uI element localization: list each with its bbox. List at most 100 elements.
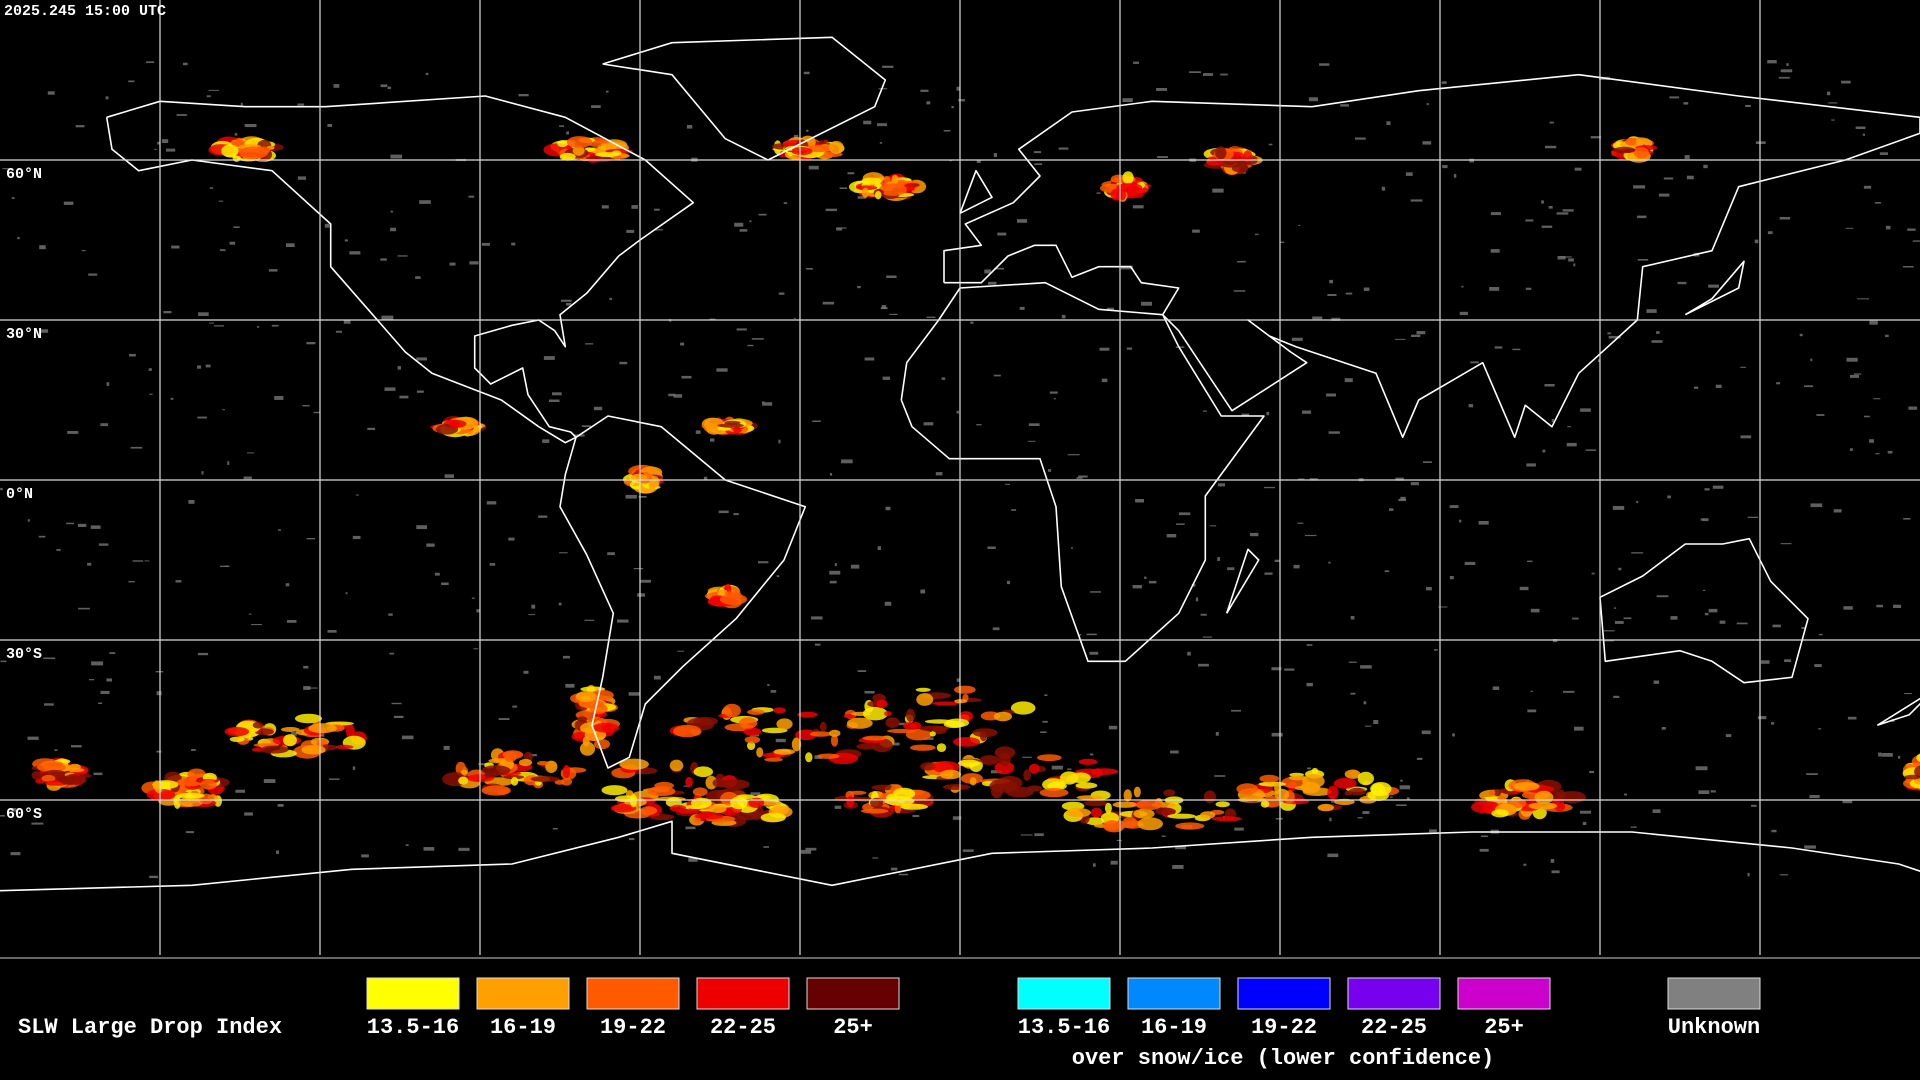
cloud-speck bbox=[291, 732, 297, 736]
cloud-speck bbox=[1421, 730, 1431, 735]
cloud-speck bbox=[469, 261, 479, 265]
cloud-speck bbox=[559, 125, 564, 127]
cloud-speck bbox=[1878, 752, 1882, 757]
cloud-patch bbox=[730, 796, 748, 810]
cloud-speck bbox=[132, 560, 144, 562]
cloud-speck bbox=[1331, 317, 1341, 321]
cloud-patch bbox=[747, 741, 756, 750]
cloud-patch bbox=[308, 723, 337, 734]
cloud-speck bbox=[1589, 770, 1595, 774]
cloud-speck bbox=[886, 275, 897, 278]
cloud-patch bbox=[1075, 782, 1098, 789]
cloud-speck bbox=[1362, 811, 1370, 814]
cloud-speck bbox=[285, 583, 290, 587]
cloud-speck bbox=[758, 561, 769, 564]
cloud-speck bbox=[1847, 716, 1857, 720]
cloud-patch bbox=[776, 718, 793, 730]
cloud-speck bbox=[1843, 606, 1853, 610]
cloud-speck bbox=[1126, 347, 1133, 350]
cloud-speck bbox=[653, 675, 661, 680]
cloud-patch bbox=[460, 769, 468, 775]
cloud-speck bbox=[935, 472, 943, 476]
cloud-speck bbox=[1416, 331, 1426, 335]
cloud-speck bbox=[1903, 518, 1911, 520]
cloud-speck bbox=[1904, 693, 1912, 695]
cloud-speck bbox=[976, 424, 982, 426]
cloud-speck bbox=[1636, 501, 1639, 503]
cloud-speck bbox=[1704, 488, 1710, 491]
cloud-speck bbox=[54, 749, 58, 751]
cloud-patch bbox=[1133, 786, 1141, 798]
cloud-speck bbox=[40, 329, 49, 333]
cloud-speck bbox=[240, 102, 243, 107]
cloud-speck bbox=[1327, 853, 1339, 858]
cloud-speck bbox=[1410, 199, 1423, 202]
cloud-patch bbox=[805, 752, 813, 763]
cloud-speck bbox=[1885, 334, 1889, 338]
cloud-speck bbox=[1544, 384, 1555, 387]
cloud-speck bbox=[1751, 804, 1757, 807]
cloud-speck bbox=[1293, 564, 1300, 569]
cloud-speck bbox=[344, 239, 348, 242]
cloud-patch bbox=[694, 812, 724, 820]
cloud-speck bbox=[87, 562, 92, 566]
cloud-speck bbox=[805, 268, 813, 270]
cloud-speck bbox=[248, 613, 252, 615]
cloud-speck bbox=[425, 72, 429, 76]
cloud-speck bbox=[1875, 453, 1880, 455]
cloud-speck bbox=[235, 789, 246, 793]
legend-swatch bbox=[1347, 977, 1441, 1010]
cloud-patch bbox=[1066, 808, 1091, 818]
cloud-speck bbox=[1887, 450, 1893, 454]
cloud-speck bbox=[1778, 76, 1790, 79]
cloud-speck bbox=[912, 814, 920, 818]
cloud-speck bbox=[992, 627, 1000, 631]
cloud-speck bbox=[549, 399, 560, 402]
cloud-patch bbox=[530, 776, 560, 782]
cloud-patch bbox=[619, 758, 649, 770]
cloud-speck bbox=[528, 614, 535, 616]
cloud-patch bbox=[962, 693, 969, 702]
cloud-patch bbox=[536, 761, 549, 766]
cloud-speck bbox=[1670, 616, 1678, 620]
cloud-speck bbox=[1869, 439, 1874, 443]
coastline bbox=[1599, 537, 1809, 684]
cloud-speck bbox=[1530, 690, 1533, 693]
cloud-patch bbox=[773, 707, 786, 714]
cloud-speck bbox=[1198, 663, 1209, 667]
cloud-patch bbox=[592, 722, 620, 733]
cloud-speck bbox=[1885, 225, 1891, 230]
cloud-speck bbox=[1780, 69, 1793, 73]
cloud-speck bbox=[303, 686, 311, 690]
cloud-speck bbox=[297, 176, 306, 180]
cloud-patch bbox=[1122, 816, 1138, 829]
cloud-speck bbox=[244, 812, 253, 816]
cloud-patch bbox=[744, 736, 761, 744]
cloud-patch bbox=[932, 701, 960, 706]
cloud-speck bbox=[1422, 141, 1432, 145]
cloud-speck bbox=[1200, 613, 1207, 616]
cloud-speck bbox=[81, 250, 86, 252]
cloud-speck bbox=[191, 749, 196, 751]
cloud-speck bbox=[367, 427, 376, 430]
cloud-speck bbox=[1053, 398, 1056, 400]
cloud-speck bbox=[197, 416, 207, 419]
cloud-speck bbox=[1771, 722, 1775, 725]
cloud-patch bbox=[862, 735, 887, 741]
cloud-speck bbox=[166, 148, 176, 152]
cloud-patch bbox=[1039, 788, 1069, 798]
cloud-speck bbox=[920, 89, 929, 92]
cloud-speck bbox=[1818, 728, 1821, 730]
cloud-speck bbox=[88, 273, 98, 276]
cloud-speck bbox=[770, 690, 777, 693]
cloud-speck bbox=[1652, 809, 1661, 813]
cloud-speck bbox=[683, 785, 690, 787]
cloud-speck bbox=[805, 847, 817, 851]
cloud-speck bbox=[923, 737, 934, 740]
cloud-speck bbox=[1396, 804, 1407, 806]
cloud-patch bbox=[709, 804, 727, 814]
cloud-patch bbox=[1274, 788, 1290, 801]
cloud-speck bbox=[988, 281, 997, 285]
cloud-patch bbox=[152, 780, 161, 790]
